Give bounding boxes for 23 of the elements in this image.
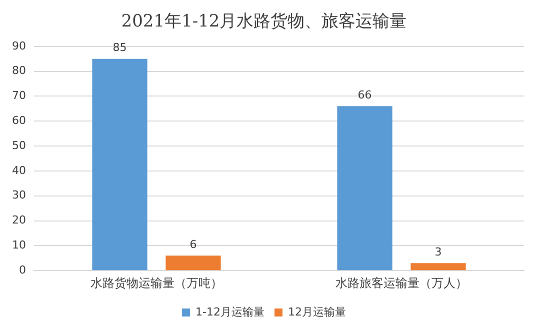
- y-tick-label: 40: [12, 164, 26, 177]
- y-tick-label: 20: [12, 214, 26, 227]
- y-tick-label: 10: [12, 238, 26, 252]
- y-tick-label: 80: [12, 64, 26, 78]
- bar: [166, 256, 221, 270]
- bar: [92, 58, 148, 270]
- y-tick-label: 90: [12, 39, 26, 52]
- data-label: 66: [358, 88, 372, 102]
- data-label: 3: [434, 245, 442, 258]
- y-tick-label: 50: [12, 138, 26, 152]
- data-label: 85: [112, 41, 127, 54]
- chart-title: 2021年1-12月水路货物、旅客运输量: [121, 12, 407, 32]
- y-tick-label: 60: [12, 114, 26, 127]
- x-tick-label: 水路旅客运输量（万人）: [336, 276, 468, 290]
- y-tick-label: 30: [12, 188, 26, 202]
- x-tick-label: 水路货物运输量（万吨）: [90, 276, 222, 290]
- y-tick-label: 70: [12, 89, 26, 102]
- bar: [337, 106, 392, 270]
- legend-label: 1-12月运输量: [196, 305, 264, 318]
- data-label: 6: [190, 238, 197, 252]
- bar: [410, 263, 466, 270]
- legend-label: 12月运输量: [288, 305, 346, 318]
- y-tick-label: 0: [18, 263, 26, 276]
